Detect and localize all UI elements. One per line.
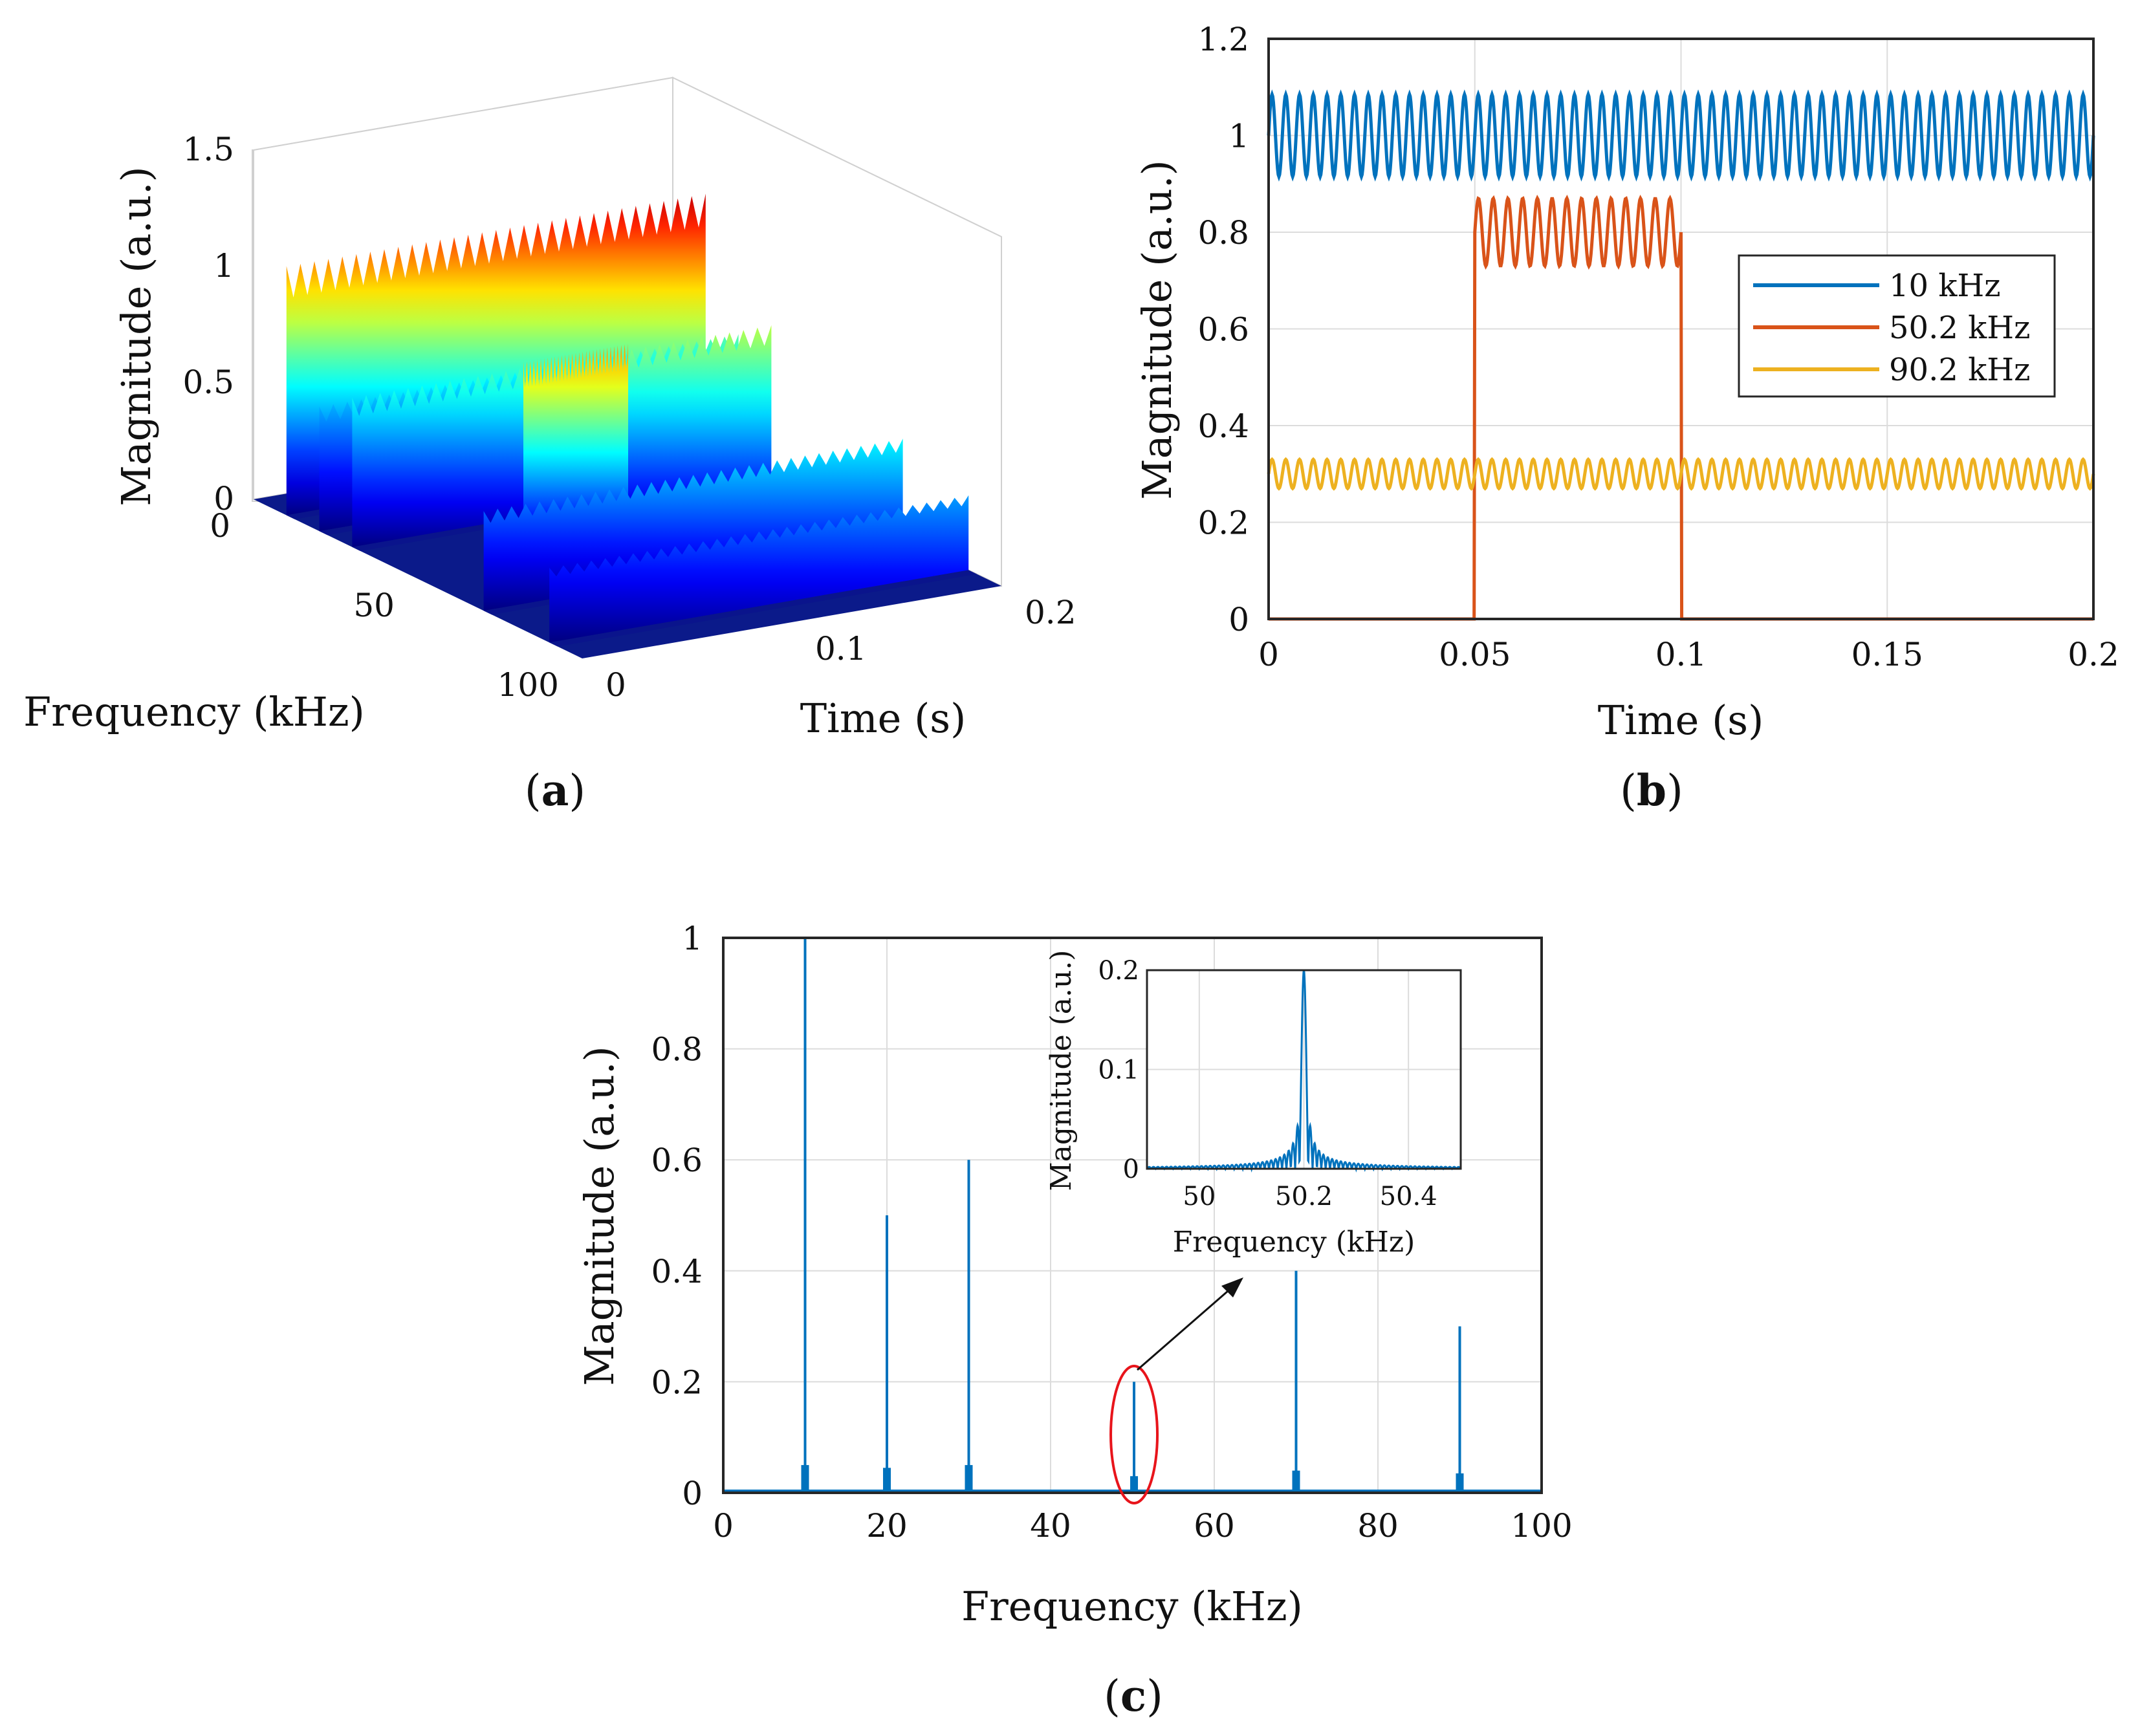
- panel-b-line-chart: 0 0.05 0.1 0.15 0.2 0 0.2 0.4 0.6 0.8 1 1.2 10 kHz …: [1133, 21, 2119, 816]
- panel-b-label: (b): [1620, 765, 1683, 816]
- panel-a-label: (a): [525, 765, 585, 816]
- y-tick-label: 0.6: [1197, 311, 1249, 349]
- z-tick-label: 1.5: [182, 131, 234, 168]
- panel-b-xlabel: Time (s): [1598, 697, 1764, 744]
- x-tick-label: 0.15: [1851, 636, 1923, 673]
- panel-b-ticks: 0 0.05 0.1 0.15 0.2 0 0.2 0.4 0.6 0.8 1 1.2: [1197, 21, 2119, 673]
- y-tick-label: 0.8: [1197, 214, 1249, 252]
- zoom-arrow-head: [1221, 1277, 1243, 1297]
- inset-x-tick-label: 50.4: [1380, 1182, 1437, 1211]
- z-tick-label: 0: [213, 480, 234, 517]
- panel-c-label: (c): [1104, 1671, 1163, 1721]
- z-tick-label: 0.5: [182, 363, 234, 401]
- panel-a-surface-plot: 0 0.5 1 1.5 0 50 100 0 0.1 0.2 Magnitude (a.u.) F…: [23, 76, 1076, 816]
- series-line-2: [1267, 457, 2095, 491]
- highlight-ellipse: [1109, 1365, 1159, 1504]
- y-tick-label: 1: [1228, 118, 1249, 155]
- stem-base: [883, 1468, 891, 1493]
- y-tick-label: 0.2: [1197, 505, 1249, 542]
- legend-label-10khz: 10 kHz: [1889, 268, 2001, 304]
- y-tick-label: 0.2: [651, 1363, 703, 1401]
- freq-tick-label: 100: [497, 666, 559, 704]
- panel-c-xlabel: Frequency (kHz): [961, 1583, 1303, 1630]
- panel-c-ticks: 0 20 40 60 80 100 0 0.2 0.4 0.6 0.8 1: [651, 920, 1572, 1545]
- x-tick-label: 0.2: [2068, 636, 2119, 673]
- panel-a-xlabel: Frequency (kHz): [23, 688, 365, 735]
- panel-a-zlabel: Magnitude (a.u.): [113, 166, 160, 506]
- x-tick-label: 0.05: [1439, 636, 1511, 673]
- ribbon-base: [549, 570, 977, 647]
- time-tick-label: 0.2: [1025, 594, 1076, 631]
- x-tick-label: 0: [1258, 636, 1279, 673]
- panel-c-axes-box: [722, 937, 1543, 1494]
- panel-c-inset: 50 50.2 50.4 0 0.1 0.2 Magnitude (a.u.) Frequ…: [1045, 950, 1462, 1259]
- legend-label-90khz: 90.2 kHz: [1889, 352, 2030, 388]
- x-tick-label: 40: [1030, 1507, 1071, 1545]
- panel-a-ribbons: [286, 193, 977, 647]
- panel-a-ticks: 0 0.5 1 1.5 0 50 100 0 0.1 0.2: [182, 131, 1076, 704]
- inset-ylabel: Magnitude (a.u.): [1045, 950, 1078, 1191]
- y-tick-label: 0: [682, 1475, 703, 1512]
- series-line-0: [1267, 89, 2095, 182]
- inset-xlabel: Frequency (kHz): [1173, 1226, 1415, 1259]
- inset-y-tick-label: 0.1: [1098, 1056, 1139, 1085]
- inset-x-tick-label: 50.2: [1275, 1182, 1333, 1211]
- time-tick-label: 0: [606, 666, 626, 704]
- panel-b-ylabel: Magnitude (a.u.): [1133, 160, 1181, 500]
- panel-c-ylabel: Magnitude (a.u.): [576, 1046, 623, 1386]
- y-tick-label: 0: [1228, 601, 1249, 638]
- y-tick-label: 0.4: [651, 1253, 703, 1290]
- stem-base: [1130, 1476, 1139, 1493]
- x-tick-label: 0.1: [1655, 636, 1707, 673]
- inset-axes-box: [1146, 969, 1462, 1170]
- x-tick-label: 0: [713, 1507, 734, 1545]
- y-tick-label: 0.4: [1197, 407, 1249, 445]
- y-tick-label: 1: [682, 920, 703, 957]
- ribbon-90khz: [549, 495, 969, 643]
- stem-base: [965, 1465, 973, 1493]
- panel-b-axes-box: [1267, 38, 2095, 620]
- y-tick-label: 1.2: [1197, 21, 1249, 58]
- freq-tick-label: 50: [353, 587, 395, 624]
- panel-c-stems: [723, 938, 1542, 1493]
- time-tick-label: 0.1: [815, 630, 867, 667]
- legend-label-50khz: 50.2 kHz: [1889, 310, 2030, 346]
- panel-a-ylabel: Time (s): [800, 695, 966, 742]
- x-tick-label: 80: [1357, 1507, 1399, 1545]
- z-tick-label: 1: [213, 247, 234, 285]
- inset-ticks: 50 50.2 50.4 0 0.1 0.2: [1098, 956, 1437, 1211]
- stem-base: [801, 1465, 809, 1493]
- x-tick-label: 20: [866, 1507, 908, 1545]
- inset-x-tick-label: 50: [1183, 1182, 1216, 1211]
- y-tick-label: 0.8: [651, 1031, 703, 1069]
- y-tick-label: 0.6: [651, 1142, 703, 1179]
- x-tick-label: 100: [1511, 1507, 1572, 1545]
- zoom-arrow-line: [1137, 1286, 1233, 1371]
- stem-base: [1292, 1470, 1300, 1493]
- x-tick-label: 60: [1194, 1507, 1235, 1545]
- inset-y-tick-label: 0.2: [1098, 956, 1139, 986]
- freq-tick-label: 0: [210, 507, 230, 545]
- panel-b-legend: 10 kHz 50.2 kHz 90.2 kHz: [1738, 254, 2056, 398]
- panel-c-spectrum: 0 20 40 60 80 100 0 0.2 0.4 0.6 0.8 1 50 50.2 50.4 0 0.…: [576, 920, 1573, 1721]
- stem-base: [1456, 1473, 1464, 1493]
- inset-y-tick-label: 0: [1123, 1155, 1139, 1184]
